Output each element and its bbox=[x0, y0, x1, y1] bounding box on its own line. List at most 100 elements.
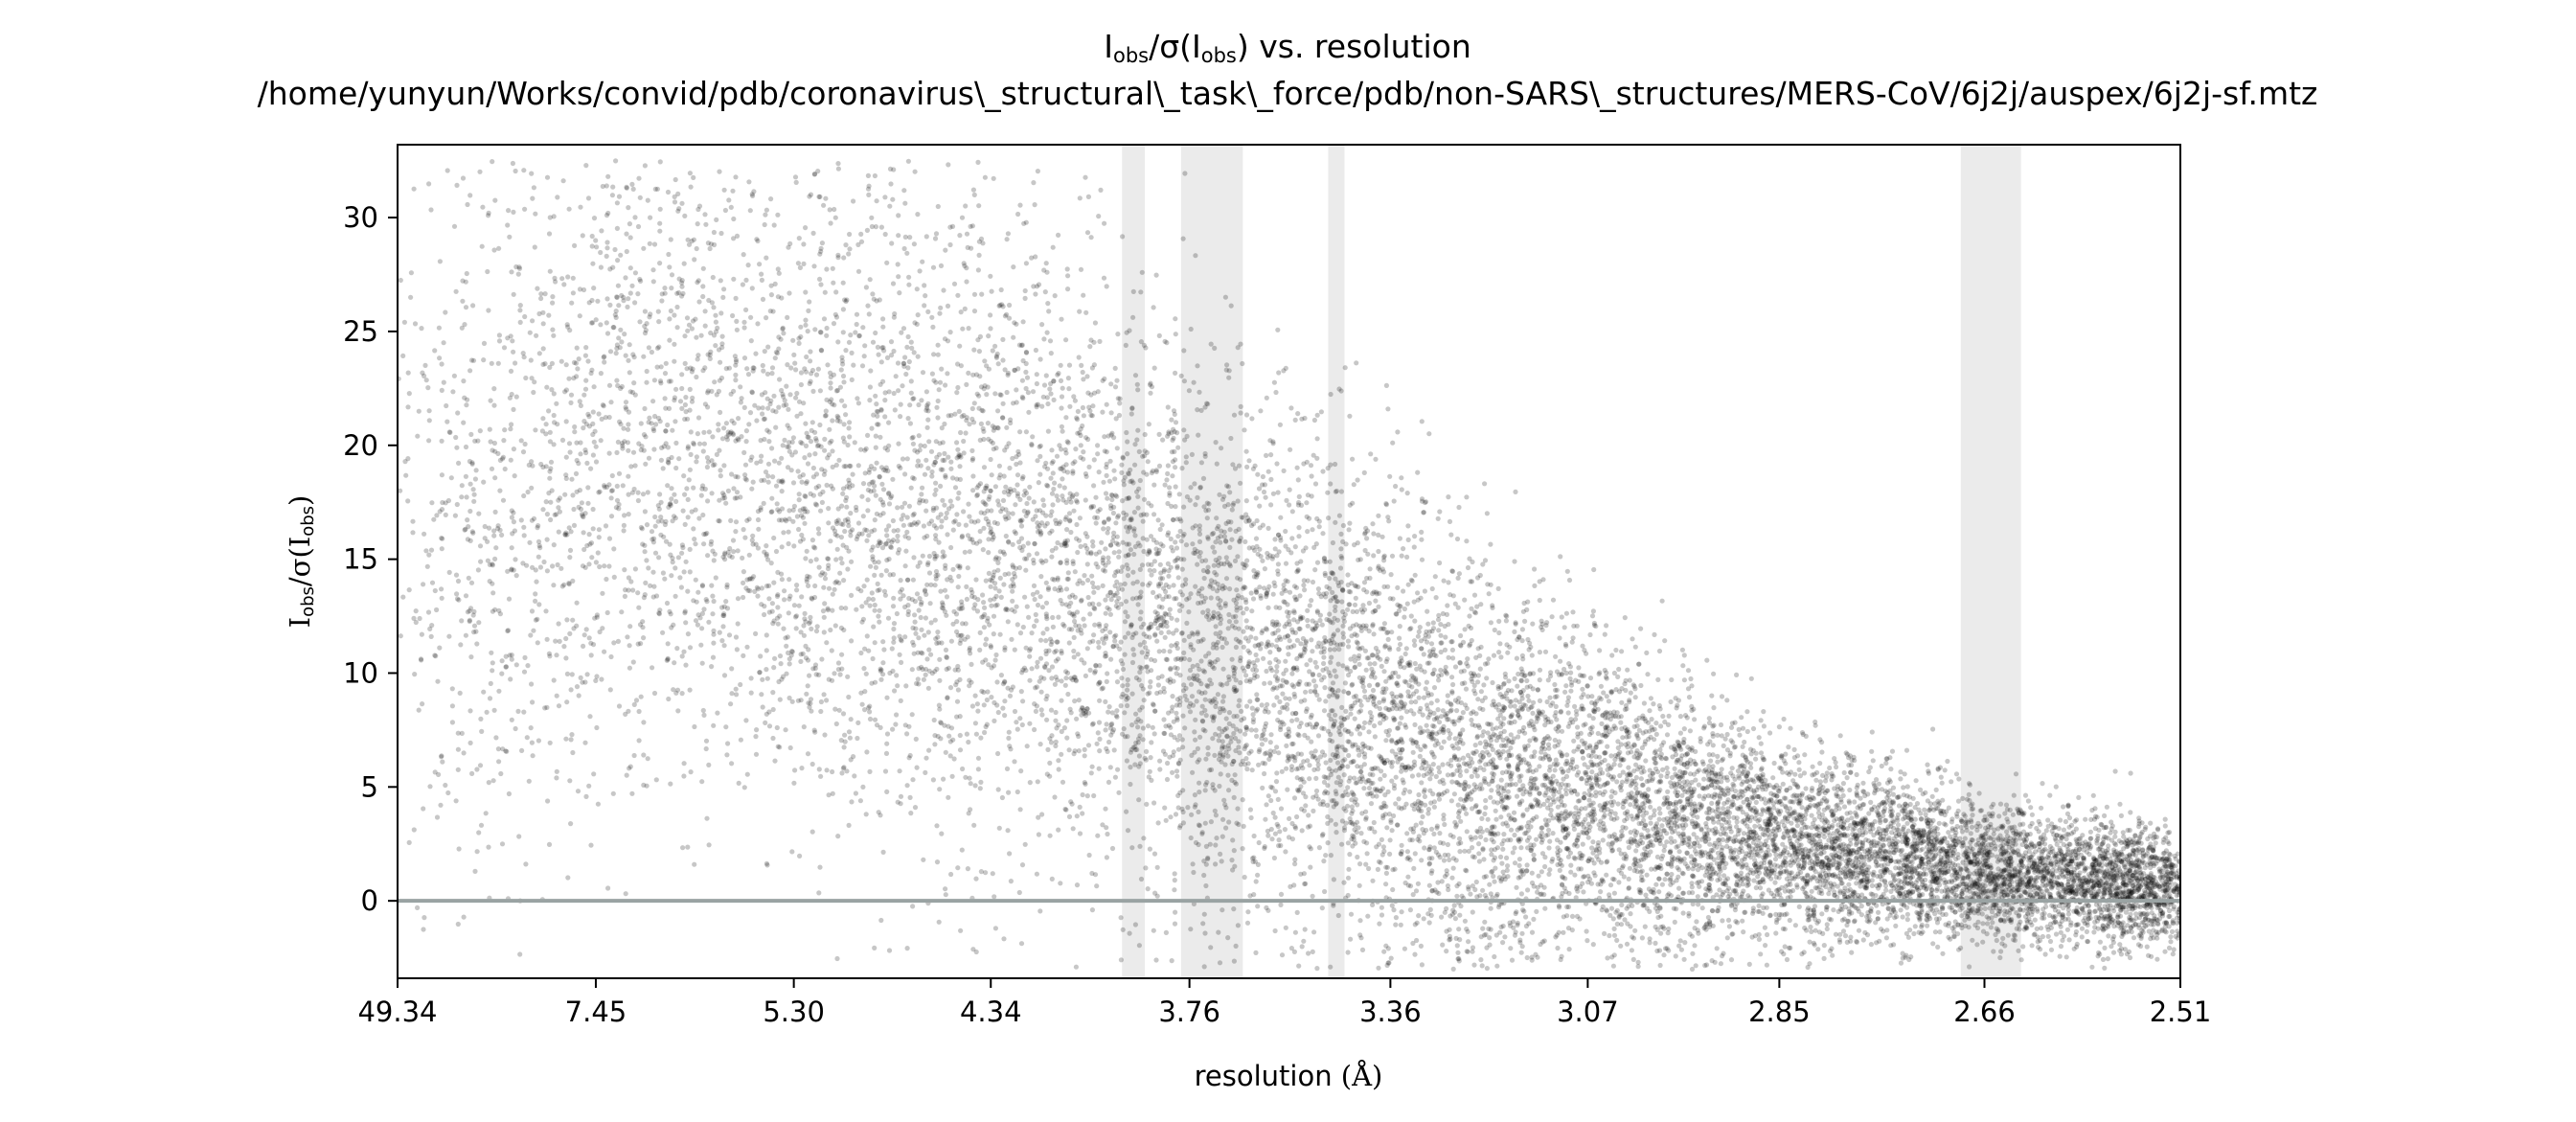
data-point bbox=[1593, 744, 1599, 750]
data-point bbox=[1752, 831, 1758, 836]
data-point bbox=[1077, 831, 1083, 836]
data-point bbox=[951, 281, 958, 286]
data-point bbox=[1105, 671, 1110, 676]
data-point bbox=[1389, 553, 1396, 559]
data-point bbox=[1454, 893, 1460, 899]
data-point bbox=[1417, 753, 1423, 760]
data-point bbox=[564, 699, 570, 705]
data-point bbox=[548, 499, 554, 505]
data-point bbox=[1946, 934, 1951, 940]
data-point bbox=[1027, 780, 1033, 786]
data-point bbox=[1368, 801, 1375, 807]
data-point bbox=[1314, 966, 1320, 972]
data-point bbox=[973, 949, 979, 955]
data-point bbox=[596, 411, 602, 417]
data-point bbox=[523, 375, 529, 381]
data-point bbox=[1361, 762, 1367, 767]
data-point bbox=[1935, 944, 1941, 950]
data-point bbox=[837, 570, 843, 576]
data-point bbox=[405, 370, 411, 376]
data-point bbox=[648, 583, 653, 588]
data-point bbox=[1128, 765, 1133, 770]
data-point bbox=[983, 578, 989, 584]
data-point bbox=[522, 206, 528, 212]
data-point bbox=[1345, 840, 1351, 846]
data-point bbox=[1043, 580, 1049, 585]
data-point bbox=[1499, 860, 1505, 866]
data-point bbox=[1621, 874, 1627, 880]
data-point bbox=[2016, 948, 2021, 953]
data-point bbox=[722, 557, 728, 562]
data-point bbox=[818, 773, 824, 779]
data-point bbox=[1174, 773, 1180, 779]
data-point bbox=[1202, 788, 1208, 793]
data-point bbox=[946, 733, 952, 739]
data-point bbox=[1336, 513, 1342, 518]
data-point bbox=[733, 686, 739, 692]
data-point bbox=[720, 294, 726, 300]
data-point bbox=[1129, 722, 1135, 728]
data-point bbox=[805, 751, 811, 757]
data-point bbox=[784, 383, 789, 389]
data-point bbox=[891, 635, 897, 641]
data-point bbox=[1966, 791, 1972, 797]
data-point bbox=[1192, 481, 1197, 487]
data-point bbox=[474, 849, 480, 855]
data-point bbox=[1621, 856, 1627, 861]
data-point bbox=[695, 589, 701, 595]
data-point bbox=[892, 688, 898, 694]
data-point bbox=[2139, 877, 2145, 882]
data-point bbox=[1710, 866, 1716, 872]
data-point bbox=[1812, 816, 1817, 822]
data-point bbox=[1794, 823, 1800, 829]
data-point bbox=[841, 379, 847, 385]
data-point bbox=[974, 701, 981, 707]
data-point bbox=[1321, 660, 1327, 667]
data-point bbox=[872, 607, 878, 613]
data-point bbox=[623, 400, 629, 405]
data-point bbox=[1034, 618, 1039, 624]
data-point bbox=[835, 339, 841, 345]
data-point bbox=[496, 332, 503, 338]
data-point bbox=[1681, 726, 1687, 732]
data-point bbox=[1058, 362, 1063, 368]
data-point bbox=[1125, 451, 1130, 457]
data-point bbox=[1418, 820, 1425, 826]
data-point bbox=[445, 790, 451, 796]
data-point bbox=[1514, 793, 1520, 799]
data-point bbox=[715, 710, 720, 716]
data-point bbox=[1354, 360, 1359, 366]
data-point bbox=[1640, 782, 1646, 788]
data-point bbox=[930, 777, 937, 783]
data-point bbox=[830, 768, 835, 775]
data-point bbox=[1958, 903, 1964, 908]
data-point bbox=[1409, 773, 1415, 779]
data-point bbox=[865, 497, 871, 503]
data-point bbox=[1307, 776, 1312, 782]
data-point bbox=[1104, 855, 1109, 860]
data-point bbox=[1431, 804, 1437, 810]
data-point bbox=[681, 773, 687, 779]
data-point bbox=[896, 233, 901, 239]
data-point bbox=[1210, 664, 1216, 670]
data-point bbox=[1265, 793, 1271, 799]
data-point bbox=[1604, 907, 1609, 913]
data-point bbox=[1776, 724, 1782, 730]
data-point bbox=[1291, 643, 1297, 649]
data-point bbox=[1526, 698, 1532, 703]
data-point bbox=[1436, 677, 1442, 683]
data-point bbox=[692, 537, 697, 542]
data-point bbox=[606, 414, 612, 421]
data-point bbox=[1266, 660, 1273, 666]
data-point bbox=[768, 196, 774, 202]
data-point bbox=[1544, 698, 1550, 705]
data-point bbox=[1824, 922, 1830, 927]
data-point bbox=[1112, 384, 1119, 390]
data-point bbox=[1355, 726, 1360, 732]
data-point bbox=[594, 244, 600, 250]
data-point bbox=[672, 492, 677, 497]
data-point bbox=[1676, 849, 1682, 855]
data-point bbox=[759, 392, 765, 398]
data-point bbox=[651, 584, 657, 589]
data-point bbox=[835, 834, 841, 839]
